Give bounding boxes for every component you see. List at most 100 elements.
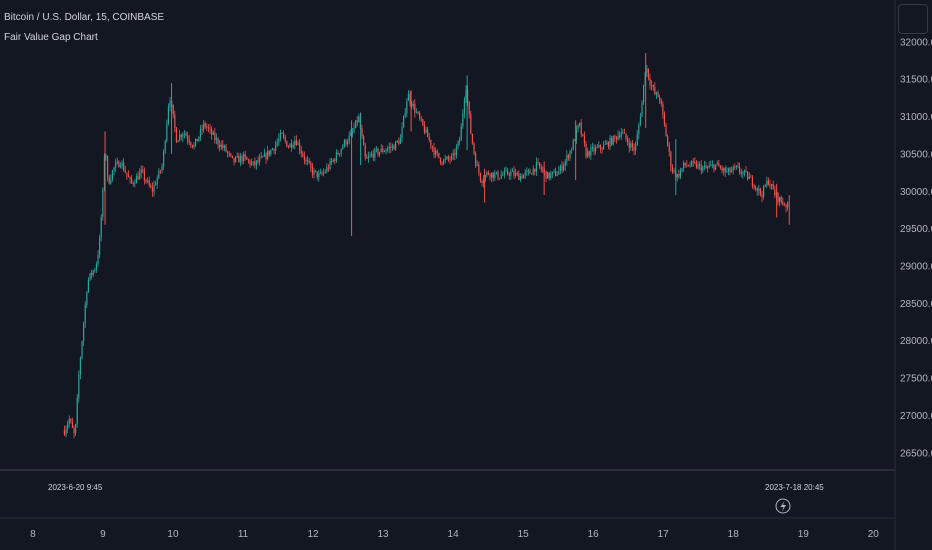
candle-body [556,174,558,176]
candle-body [223,145,226,148]
candle-body [547,172,549,179]
candle-body [545,171,547,179]
candle-body [459,140,461,142]
candle-body [87,279,90,293]
candle-body [145,179,147,182]
candle-body [559,165,562,171]
candle-body [451,155,453,160]
candle-body [628,143,630,148]
lightning-icon[interactable] [775,498,791,514]
candle-body [497,171,499,179]
candle-body [510,172,512,176]
candle-body [719,166,722,169]
candle-body [436,150,438,153]
candle-body [692,161,694,162]
price-tick-label: 26500.00 [900,448,932,459]
candle-body [102,189,104,217]
price-tick-label: 32000.00 [900,37,932,48]
candle-body [627,139,629,144]
candle-body [527,170,530,172]
candle-body [619,135,621,137]
price-tick-label: 31000.00 [900,112,932,123]
candle-body [339,153,341,155]
candle-body [447,156,450,159]
candle-body [73,427,75,434]
candle-body [147,180,149,182]
candle-body [516,172,518,174]
candle-body [270,149,272,155]
candle-body [409,94,411,103]
candle-body [732,166,734,171]
candle-body [635,145,637,151]
candle-body [79,357,82,375]
candle-body [535,162,538,172]
candle-body [342,146,344,150]
candle-body [140,169,142,174]
candle-body [574,140,576,142]
candle-body [100,216,102,238]
candle-body [515,172,517,176]
candle-body [327,167,330,169]
candle-body [399,138,402,144]
candle-body [227,151,229,153]
candle-body [764,185,766,187]
candle-body [379,151,381,155]
candle-body [550,173,552,179]
session-marker-left: 2023-6-20 9:45 [48,483,103,492]
candle-body [294,140,296,146]
candle-body [622,132,624,134]
candle-body [307,159,309,162]
candle-body [275,144,277,151]
candle-body [199,129,202,137]
candle-body [670,151,672,168]
candle-body [414,103,416,113]
candle-body [729,168,731,173]
candle-body [228,152,230,154]
candle-body [739,166,741,173]
candle-body [239,156,242,163]
candle-body [564,161,566,166]
candle-body [329,161,331,169]
candle-body [273,148,275,151]
candle-body [513,170,515,176]
candle-body [174,114,176,128]
candle-body [684,162,686,166]
candle-body [475,153,477,166]
candle-body [691,161,693,166]
candle-body [278,138,280,143]
candle-body [428,137,430,140]
candle-body [403,115,405,128]
candle-body [260,156,262,158]
time-axis[interactable]: 8 9 10 11 12 13 14 15 16 17 18 19 20 [30,529,879,540]
candle-body [204,123,206,127]
price-axis[interactable]: 26500.00 27000.00 27500.00 28000.00 28500.00… [900,37,932,459]
candle-body [479,172,482,181]
candle-body [123,162,125,171]
candle-body [745,170,747,172]
candle-body [590,147,592,156]
candle-body [492,172,494,178]
candle-body [758,188,760,191]
candle-body [419,113,421,119]
candle-body [195,138,197,146]
candle-body [716,163,718,165]
chart-settings-button[interactable] [898,4,928,34]
candle-body [251,162,253,165]
candle-body [76,397,78,425]
candle-body [663,113,666,125]
candle-body [302,153,304,157]
candle-body [252,161,254,163]
candle-body [531,173,533,175]
candle-body [561,165,563,171]
candle-body [636,134,638,146]
candle-body [595,147,597,152]
time-tick-label: 13 [378,529,390,540]
candle-body [324,171,326,173]
candle-body [678,174,680,177]
candle-body [286,140,288,147]
candle-body [502,174,504,176]
candle-body [623,132,626,134]
price-tick-label: 29000.00 [900,262,932,273]
candle-body [398,141,400,144]
